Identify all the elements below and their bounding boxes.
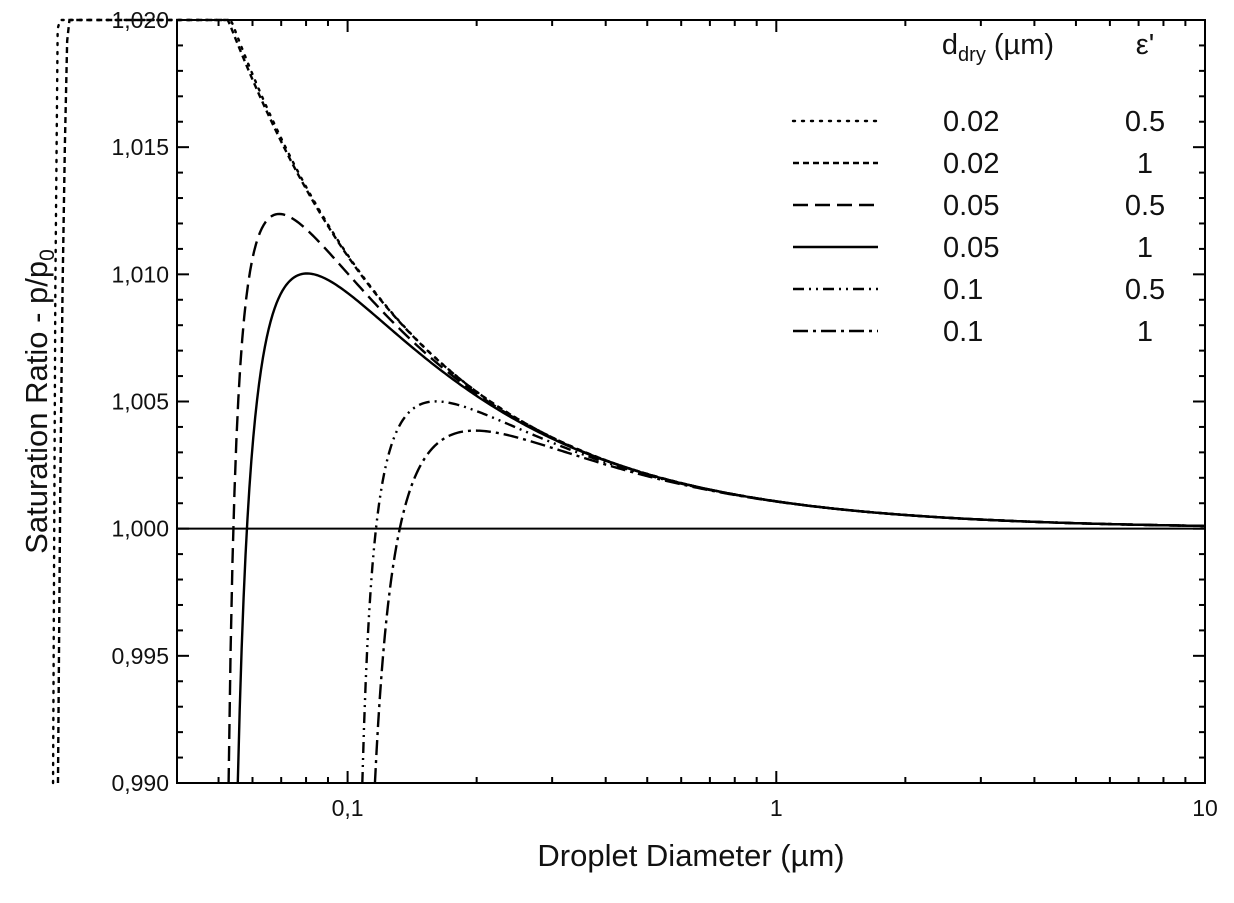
legend-label-epsilon: 1 [1137, 232, 1153, 264]
series-line-5 [361, 400, 1206, 784]
legend-rows: 0.02 0.5 0.02 1 0.05 0.5 0.05 1 0.1 0.5 0.1 1 [791, 106, 1165, 348]
x-tick-label: 1 [770, 795, 783, 821]
legend-header-unit: (µm) [986, 29, 1054, 61]
y-tick-label: 1,020 [111, 7, 169, 33]
x-tick-label: 10 [1192, 795, 1218, 821]
series-line-3 [227, 212, 1206, 784]
y-tick-label: 1,010 [111, 261, 169, 287]
legend-label-diameter: 0.1 [943, 274, 983, 306]
legend-header-dry-subscript: dry [958, 44, 986, 66]
y-axis-title-subscript: 0 [36, 249, 59, 261]
legend-label-diameter: 0.1 [943, 316, 983, 348]
legend-label-diameter: 0.02 [943, 106, 999, 138]
axis-ticks [176, 19, 1206, 784]
y-tick-label: 1,015 [111, 134, 169, 160]
legend-label-diameter: 0.05 [943, 190, 999, 222]
legend-label-diameter: 0.02 [943, 148, 999, 180]
axis-tick-labels: 0,990 0,995 1,000 1,005 1,010 1,015 1,020 0,1 1 1… [111, 7, 1217, 821]
legend-label-epsilon: 0.5 [1125, 190, 1165, 222]
y-tick-label: 0,990 [111, 770, 169, 796]
legend-label-epsilon: 1 [1137, 148, 1153, 180]
plot-frame [176, 19, 1206, 784]
legend-label-diameter: 0.05 [943, 232, 999, 264]
x-axis-title: Droplet Diameter (µm) [537, 838, 844, 873]
y-tick-label: 1,000 [111, 516, 169, 542]
legend-header-epsilon: ε' [1136, 29, 1154, 61]
legend-header-d: d [942, 29, 958, 61]
series-line-6 [373, 429, 1206, 784]
legend-label-epsilon: 1 [1137, 316, 1153, 348]
x-tick-label: 0,1 [332, 795, 364, 821]
y-tick-label: 1,005 [111, 389, 169, 415]
curves-layer [51, 18, 1207, 785]
legend-label-epsilon: 0.5 [1125, 274, 1165, 306]
legend: ddry (µm) ε' 0.02 0.5 0.02 1 0.05 0.5 0.05 1 0.1… [791, 29, 1165, 348]
y-tick-label: 0,995 [111, 643, 169, 669]
y-axis-title-main: Saturation Ratio - p/p [19, 261, 54, 554]
y-axis-title: Saturation Ratio - p/p0 [19, 249, 59, 554]
series-line-1 [51, 18, 1207, 785]
legend-label-epsilon: 0.5 [1125, 106, 1165, 138]
legend-header-diameter: ddry (µm) [942, 29, 1054, 66]
